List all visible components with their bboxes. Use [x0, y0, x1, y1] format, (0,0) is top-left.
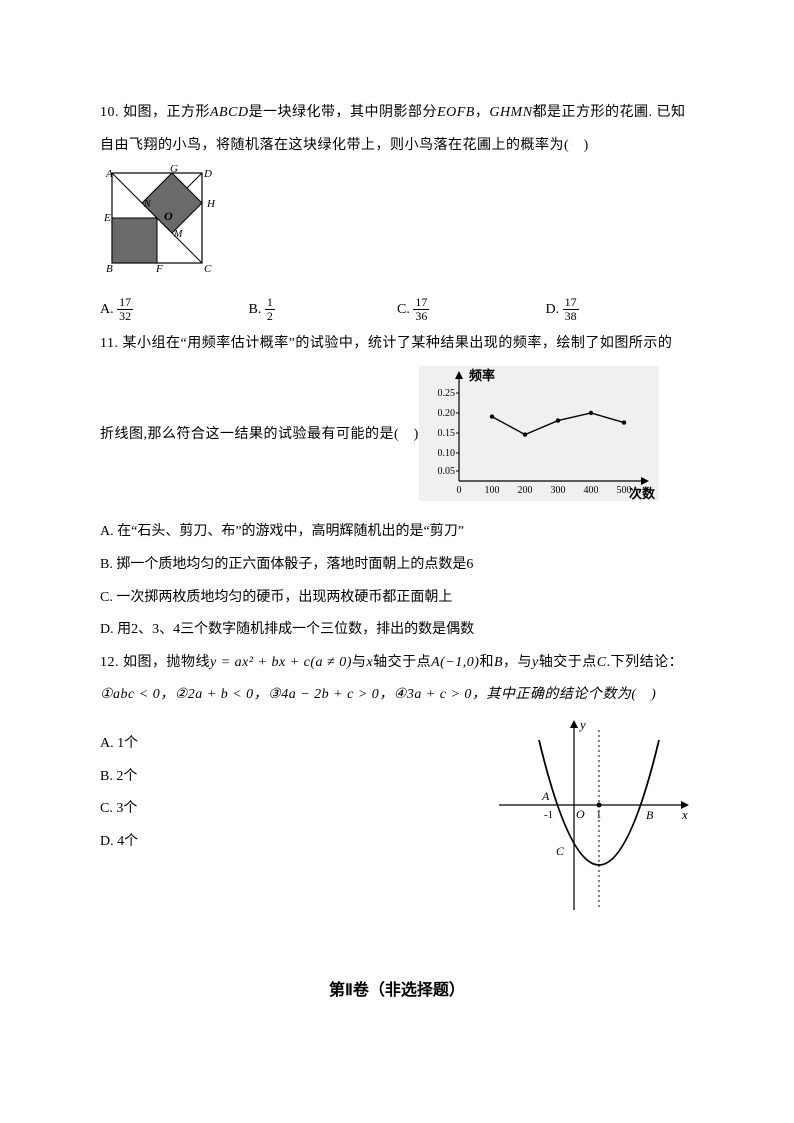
- svg-text:x: x: [681, 807, 688, 822]
- svg-text:C: C: [556, 844, 565, 858]
- svg-text:y: y: [578, 717, 586, 732]
- svg-text:0.10: 0.10: [437, 448, 455, 459]
- svg-text:A: A: [541, 789, 550, 803]
- svg-text:0.05: 0.05: [437, 466, 455, 477]
- svg-text:B: B: [646, 808, 654, 822]
- q10-figure: A G D H E N O M B F C: [100, 165, 694, 286]
- svg-text:C: C: [204, 263, 212, 275]
- svg-text:频率: 频率: [469, 368, 495, 383]
- svg-text:100: 100: [484, 485, 499, 496]
- q12-optC: C. 3个: [100, 796, 494, 823]
- svg-text:0.20: 0.20: [437, 408, 455, 419]
- q10-abcd: ABCD: [210, 105, 249, 120]
- q11-optC: C. 一次掷两枚质地均匀的硬币，出现两枚硬币都正面朝上: [100, 585, 694, 612]
- svg-text:H: H: [206, 198, 216, 210]
- q12-optA: A. 1个: [100, 731, 494, 758]
- svg-text:B: B: [106, 263, 113, 275]
- q11-options: A. 在“石头、剪刀、布”的游戏中，高明辉随机出的是“剪刀” B. 掷一个质地均…: [100, 519, 694, 643]
- q12-line1: 12. 如图，抛物线y = ax² + bx + c(a ≠ 0)与x轴交于点A…: [100, 650, 694, 677]
- q10-optD: D. 1738: [546, 296, 695, 324]
- q10-optB: B. 12: [249, 296, 398, 324]
- q10-options: A. 1732 B. 12 C. 1736 D. 1738: [100, 296, 694, 324]
- q12-body: A. 1个 B. 2个 C. 3个 D. 4个 y x O A -1 1 B C: [100, 715, 694, 926]
- svg-text:300: 300: [550, 485, 565, 496]
- q10-line2: 自由飞翔的小鸟，将随机落在这块绿化带上，则小鸟落在花圃上的概率为( ): [100, 133, 694, 160]
- q10-optA: A. 1732: [100, 296, 249, 324]
- q11-optD: D. 用2、3、4三个数字随机排成一个三位数，排出的数是偶数: [100, 617, 694, 644]
- svg-text:M: M: [173, 229, 183, 240]
- q10-ghmn: GHMN: [489, 105, 532, 120]
- q11-line1: 11. 某小组在“用频率估计概率”的试验中，统计了某种结果出现的频率，绘制了如图…: [100, 331, 694, 358]
- q11-row: 折线图,那么符合这一结果的试验最有可能的是( ) 0.25 0.20 0.15 …: [100, 366, 694, 512]
- svg-text:N: N: [143, 199, 152, 210]
- svg-text:O: O: [164, 209, 173, 223]
- q10-optC: C. 1736: [397, 296, 546, 324]
- q12-optB: B. 2个: [100, 764, 494, 791]
- svg-text:0.25: 0.25: [437, 388, 455, 399]
- q10-line1: 10. 如图，正方形ABCD是一块绿化带，其中阴影部分EOFB，GHMN都是正方…: [100, 100, 694, 127]
- q12-figure: y x O A -1 1 B C: [494, 715, 694, 926]
- svg-text:E: E: [103, 212, 111, 224]
- svg-text:D: D: [203, 168, 212, 180]
- q10-t1: 10. 如图，正方形: [100, 105, 210, 120]
- q11-line2: 折线图,那么符合这一结果的试验最有可能的是( ): [100, 422, 419, 449]
- q12-optD: D. 4个: [100, 829, 494, 856]
- svg-text:O: O: [576, 807, 585, 821]
- q10-t1b: 是一块绿化带，其中阴影部分: [249, 105, 438, 120]
- svg-text:400: 400: [583, 485, 598, 496]
- svg-text:0.15: 0.15: [437, 428, 455, 439]
- svg-text:F: F: [155, 263, 163, 275]
- q11-chart: 0.25 0.20 0.15 0.10 0.05 0 100 200 300 4…: [419, 366, 659, 512]
- q12-options: A. 1个 B. 2个 C. 3个 D. 4个: [100, 715, 494, 861]
- section2-title: 第Ⅱ卷（非选择题）: [100, 976, 694, 1006]
- svg-text:G: G: [170, 165, 178, 175]
- q11-optA: A. 在“石头、剪刀、布”的游戏中，高明辉随机出的是“剪刀”: [100, 519, 694, 546]
- svg-text:0: 0: [456, 485, 461, 496]
- svg-text:A: A: [105, 168, 113, 180]
- svg-text:200: 200: [517, 485, 532, 496]
- svg-text:-1: -1: [544, 809, 553, 821]
- q10-eofb: EOFB: [437, 105, 475, 120]
- q10-t1c: 都是正方形的花圃. 已知: [533, 105, 686, 120]
- svg-text:次数: 次数: [629, 486, 656, 501]
- q11-optB: B. 掷一个质地均匀的正六面体骰子，落地时面朝上的点数是6: [100, 552, 694, 579]
- q10-comma: ，: [475, 105, 490, 120]
- q12-conds: ①abc < 0，②2a + b < 0，③4a − 2b + c > 0，④3…: [100, 682, 694, 709]
- svg-text:1: 1: [596, 809, 602, 821]
